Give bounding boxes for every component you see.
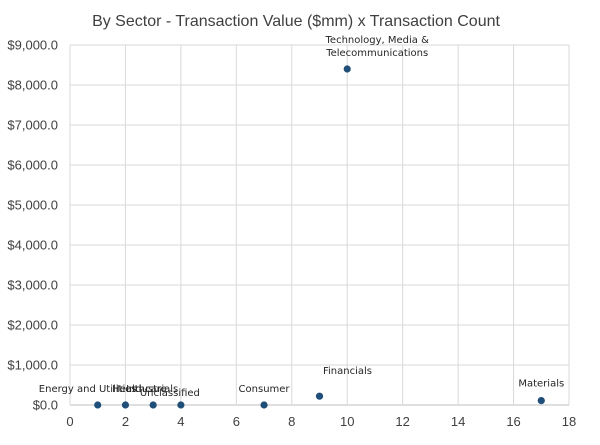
point-labels: Energy and UtilitiesHealthcareIndustrial… xyxy=(39,35,564,399)
y-tick-label: $8,000.0 xyxy=(7,78,58,93)
data-point[interactable] xyxy=(149,401,157,409)
data-point-label: Materials xyxy=(518,379,564,390)
x-tick-label: 2 xyxy=(122,414,129,429)
data-point[interactable] xyxy=(537,397,545,405)
data-point[interactable] xyxy=(260,401,268,409)
data-point[interactable] xyxy=(315,392,324,400)
y-tick-label: $4,000.0 xyxy=(7,238,58,253)
y-tick-label: $7,000.0 xyxy=(7,118,58,133)
y-tick-label: $0.0 xyxy=(33,398,58,413)
data-point-label: Consumer xyxy=(239,384,291,395)
x-tick-label: 18 xyxy=(562,414,576,429)
y-tick-label: $5,000.0 xyxy=(7,198,58,213)
data-points xyxy=(94,65,545,409)
y-tick-label: $2,000.0 xyxy=(7,318,58,333)
data-point-label: Unclassified xyxy=(140,388,200,399)
x-tick-label: 16 xyxy=(506,414,520,429)
grid-lines xyxy=(69,44,570,406)
data-point[interactable] xyxy=(343,65,351,73)
x-tick-label: 8 xyxy=(288,414,295,429)
x-tick-label: 4 xyxy=(177,414,184,429)
chart-title: By Sector - Transaction Value ($mm) x Tr… xyxy=(92,13,500,30)
y-tick-label: $3,000.0 xyxy=(7,278,58,293)
x-tick-label: 10 xyxy=(340,414,354,429)
data-point-label: Energy and Utilities xyxy=(39,384,137,395)
data-point[interactable] xyxy=(121,401,130,409)
x-tick-label: 12 xyxy=(395,414,409,429)
data-point-label: Industrials xyxy=(126,384,178,395)
data-point[interactable] xyxy=(177,401,185,409)
x-tick-label: 6 xyxy=(233,414,240,429)
x-tick-label: 0 xyxy=(66,414,73,429)
data-point-label: Healthcare xyxy=(112,384,167,395)
y-tick-label: $9,000.0 xyxy=(7,38,58,53)
data-point[interactable] xyxy=(94,401,102,409)
x-tick-label: 14 xyxy=(451,414,465,429)
y-tick-label: $1,000.0 xyxy=(7,358,58,373)
axis-tick-labels: $0.0 $1,000.0 $2,000.0 $3,000.0 $4,000.0 $5,0… xyxy=(7,38,576,430)
data-point-label: Financials xyxy=(323,366,372,377)
data-point-label: Technology, Media & Telecommunications xyxy=(325,35,430,59)
y-tick-label: $6,000.0 xyxy=(7,158,58,173)
